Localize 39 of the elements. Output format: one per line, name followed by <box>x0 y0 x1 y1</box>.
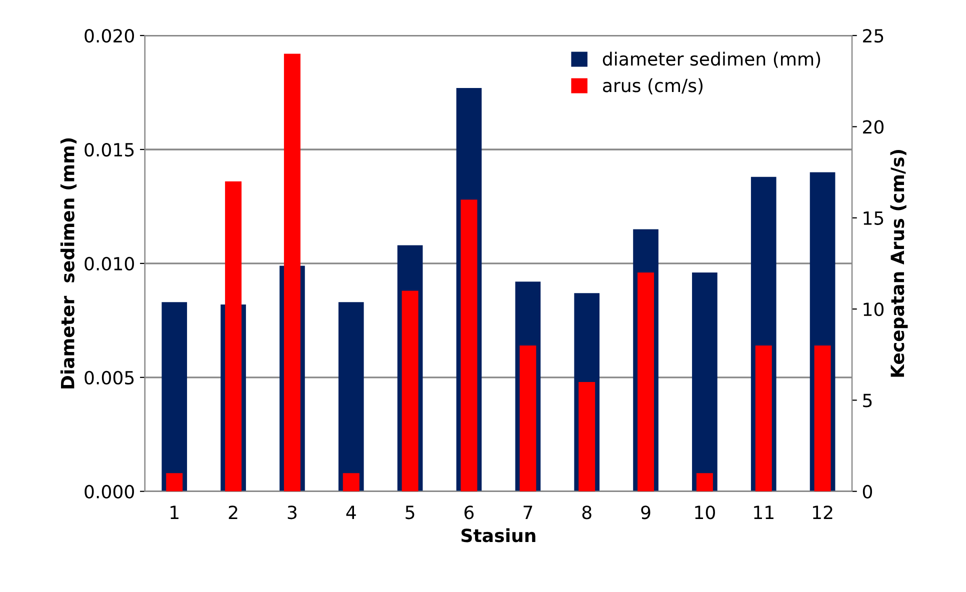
bar <box>814 345 831 492</box>
bar <box>460 200 478 492</box>
bar <box>578 382 596 492</box>
y-tick-label: 0.020 <box>84 28 134 43</box>
y2-axis-title: Kecepatan Arus (cm/s) <box>890 150 908 377</box>
y2-tick-label: 10 <box>864 302 884 316</box>
y-tick-label: 0.010 <box>84 256 134 271</box>
bar <box>166 473 183 492</box>
x-tick-label: 1 <box>170 506 178 519</box>
x-axis-title: Stasiun <box>462 528 536 542</box>
bar <box>342 473 360 492</box>
y2-tick-label: 20 <box>863 120 884 134</box>
x-tick-label: 12 <box>813 506 832 519</box>
x-tick-label: 10 <box>695 506 715 520</box>
x-tick-label: 8 <box>582 506 592 520</box>
y-axis-title: Diameter sedimen (mm) <box>60 138 77 388</box>
bar <box>755 345 772 492</box>
y-tick-label: 0.015 <box>84 142 134 157</box>
legend-label: diameter sedimen (mm) <box>602 52 820 68</box>
bar <box>692 272 718 492</box>
x-tick-label: 5 <box>406 506 414 520</box>
y-tick-label: 0.000 <box>84 484 134 498</box>
x-tick-label: 6 <box>464 506 474 520</box>
y2-tick-label: 15 <box>864 212 884 225</box>
x-tick-label: 2 <box>228 506 238 519</box>
x-tick-label: 9 <box>641 506 650 520</box>
y2-tick-label: 25 <box>863 28 884 43</box>
bar <box>338 302 364 492</box>
x-tick-label: 7 <box>524 506 532 519</box>
bar <box>696 473 713 492</box>
legend-label: arus (cm/s) <box>602 78 703 94</box>
y2-tick-label: 5 <box>863 394 872 408</box>
bar <box>520 345 536 492</box>
y-tick-label: 0.005 <box>84 370 134 385</box>
x-tick-label: 4 <box>346 506 356 519</box>
y2-tick-label: 0 <box>862 484 872 498</box>
bar <box>162 302 188 492</box>
x-tick-label: 11 <box>754 506 774 519</box>
x-tick-label: 3 <box>288 506 297 520</box>
